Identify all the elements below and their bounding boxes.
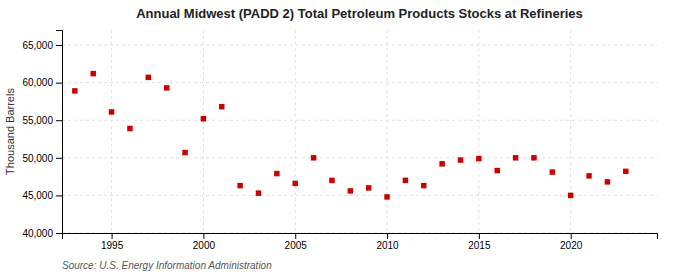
y-tick-mark [56,120,62,121]
x-tick-label: 2020 [560,240,583,251]
x-tick-mark [571,233,572,239]
x-tick-mark [387,233,388,239]
point [311,155,316,160]
x-tick-mark [203,233,204,239]
point [219,104,224,109]
point [476,156,481,161]
x-tick-mark [295,233,296,239]
point [513,155,518,160]
grid-line-y [62,82,657,83]
x-tick: 2000 [193,233,216,251]
grid-line-x [570,30,571,233]
grid-line-x [203,30,204,233]
point [403,178,408,183]
point [439,161,444,166]
y-tick: 65,000 [22,40,62,51]
x-tick: 2010 [376,233,399,251]
point [348,188,353,193]
grid-line-y [62,120,657,121]
point [237,183,242,188]
point [458,157,463,162]
y-tick-mark [56,45,62,46]
point [623,169,628,174]
points [72,71,628,200]
x-axis: 1995 2000 2005 2010 2015 2020 [63,233,658,251]
point [256,190,261,195]
x-axis-line [63,234,658,240]
grid-line-x [478,30,479,233]
y-axis: 40,000 45,000 50,000 55,000 60,000 65,000 [22,31,62,239]
x-tick: 2015 [468,233,491,251]
point [182,150,187,155]
y-tick-mark [56,83,62,84]
y-tick-label: 65,000 [22,40,53,51]
plot: 1995 2000 2005 2010 2015 2020 40,000 45,000 50,0… [22,30,657,251]
point [550,169,555,174]
point [274,171,279,176]
y-tick-label: 55,000 [22,115,53,126]
y-axis-line [56,31,63,234]
y-tick-mark [56,233,62,234]
y-tick: 60,000 [22,77,62,88]
point [384,194,389,199]
point [146,75,151,80]
x-tick-label: 1995 [101,240,124,251]
annotation: Source: U.S. Energy Information Administ… [62,260,272,271]
point [164,85,169,90]
y-tick: 55,000 [22,115,62,126]
y-tick: 40,000 [22,228,62,239]
point [494,168,499,173]
x-tick-label: 2010 [376,240,399,251]
x-tick: 1995 [101,233,124,251]
point [90,71,95,76]
point [72,88,77,93]
grid [62,30,657,233]
point [586,173,591,178]
y-tick-label: 50,000 [22,153,53,164]
point [127,126,132,131]
grid-line-x [111,30,112,233]
grid-line-y [62,45,657,46]
x-tick-mark [479,233,480,239]
grid-line-y [62,195,657,196]
point [329,178,334,183]
point [109,109,114,114]
y-tick-mark [56,158,62,159]
x-tick: 2020 [560,233,583,251]
x-tick-label: 2000 [193,240,216,251]
point [568,193,573,198]
point [421,183,426,188]
x-tick-label: 2015 [468,240,491,251]
grid-line-x [295,30,296,233]
point [366,185,371,190]
y-tick-label: 40,000 [22,228,53,239]
grid-line-x [387,30,388,233]
y-tick-label: 45,000 [22,190,53,201]
x-tick: 2005 [285,233,308,251]
x-tick-mark [112,233,113,239]
y-axis-title: Thousand Barrels [4,88,16,175]
point [292,181,297,186]
y-tick-mark [56,195,62,196]
y-tick: 45,000 [22,190,62,201]
title: Annual Midwest (PADD 2) Total Petroleum … [136,6,583,21]
grid-line-y [62,157,657,158]
point [531,155,536,160]
x-tick-label: 2005 [285,240,308,251]
point [201,116,206,121]
chart: 1995 2000 2005 2010 2015 2020 40,000 45,000 50,0… [0,0,675,275]
y-tick-label: 60,000 [22,77,53,88]
y-tick: 50,000 [22,153,62,164]
point [605,179,610,184]
